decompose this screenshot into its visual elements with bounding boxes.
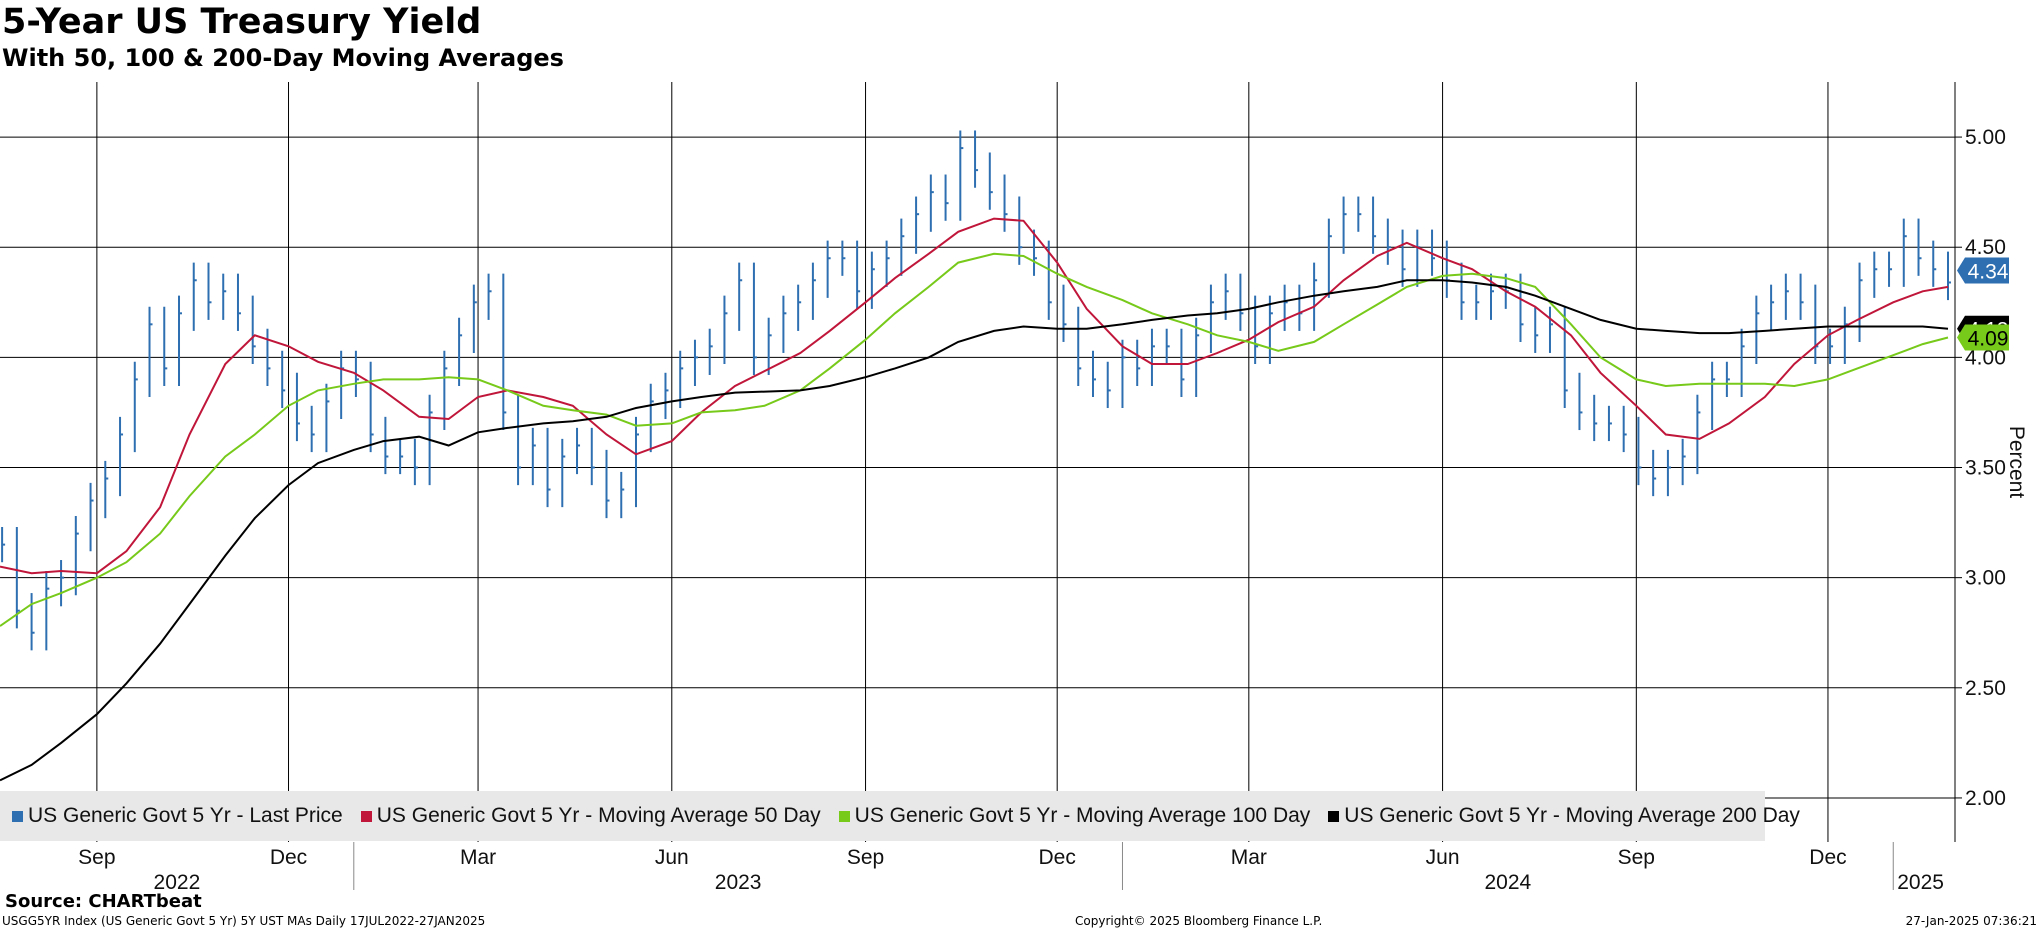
year-label: 2025: [1897, 871, 1944, 890]
x-tick-label: Mar: [1231, 846, 1267, 869]
legend-label: US Generic Govt 5 Yr - Moving Average 50…: [376, 804, 821, 827]
legend: US Generic Govt 5 Yr - Last Price US Gen…: [0, 791, 1800, 841]
end-value-tags: 4.344.134.09: [1957, 257, 2009, 351]
legend-label: US Generic Govt 5 Yr - Moving Average 20…: [1344, 804, 1800, 827]
value-tag-label: 4.34: [1968, 260, 2009, 283]
year-label: 2023: [715, 871, 762, 890]
x-tick-label: Mar: [460, 846, 496, 869]
copyright: Copyright© 2025 Bloomberg Finance L.P.: [1075, 914, 1323, 928]
year-label: 2022: [154, 871, 201, 890]
chart-canvas: 2.00 2.50 3.00 3.50 4.00 4.50 5.00 Sep Dec Mar Jun…: [0, 82, 2028, 890]
y-tick-label: 3.50: [1965, 457, 2006, 480]
plot-area: [0, 82, 1955, 842]
y-axis-title: Percent: [2005, 426, 2028, 499]
value-tag: [1957, 257, 2009, 284]
ticker-info: USGG5YR Index (US Generic Govt 5 Yr) 5Y …: [2, 914, 486, 928]
legend-item-last-price: US Generic Govt 5 Yr - Last Price: [12, 804, 343, 828]
y-tick-label: 3.00: [1965, 567, 2006, 590]
ma-line: [0, 279, 1949, 782]
x-tick-label: Dec: [270, 846, 307, 869]
series-layer: [0, 130, 1951, 782]
x-tick-label: Dec: [1809, 846, 1846, 869]
x-tick-label: Dec: [1039, 846, 1076, 869]
y-tick-label: 5.00: [1965, 126, 2006, 149]
ma-line: [0, 252, 1949, 627]
x-tick-label: Jun: [655, 846, 689, 869]
axes: 2.00 2.50 3.00 3.50 4.00 4.50 5.00 Sep Dec Mar Jun…: [78, 82, 2028, 890]
legend-swatch: [838, 810, 850, 822]
legend-swatch: [12, 810, 23, 822]
year-label: 2024: [1484, 871, 1531, 890]
source-note: Source: CHARTbeat: [5, 891, 202, 912]
legend-swatch: [360, 810, 372, 822]
y-tick-label: 4.50: [1965, 236, 2006, 259]
legend-item-ma50: US Generic Govt 5 Yr - Moving Average 50…: [360, 804, 821, 828]
ma-line: [0, 217, 1949, 575]
price-bars: [1, 130, 1951, 651]
y-tick-label: 2.00: [1965, 787, 2006, 810]
x-tick-label: Sep: [78, 846, 115, 869]
chart-subtitle: With 50, 100 & 200-Day Moving Averages: [2, 44, 564, 72]
x-tick-label: Sep: [847, 846, 884, 869]
legend-swatch: [1328, 810, 1340, 822]
chart-title: 5-Year US Treasury Yield: [2, 2, 482, 42]
legend-label: US Generic Govt 5 Yr - Last Price: [28, 804, 343, 827]
value-tag-label: 4.09: [1968, 328, 2009, 351]
value-tag: [1957, 324, 2009, 351]
y-tick-label: 4.00: [1965, 346, 2006, 369]
timestamp: 27-Jan-2025 07:36:21: [1905, 914, 2037, 928]
legend-item-ma100: US Generic Govt 5 Yr - Moving Average 10…: [838, 804, 1311, 828]
y-tick-label: 2.50: [1965, 677, 2006, 700]
legend-item-ma200: US Generic Govt 5 Yr - Moving Average 20…: [1328, 804, 1800, 828]
x-tick-label: Jun: [1426, 846, 1460, 869]
x-tick-label: Sep: [1618, 846, 1655, 869]
legend-label: US Generic Govt 5 Yr - Moving Average 10…: [854, 804, 1311, 827]
